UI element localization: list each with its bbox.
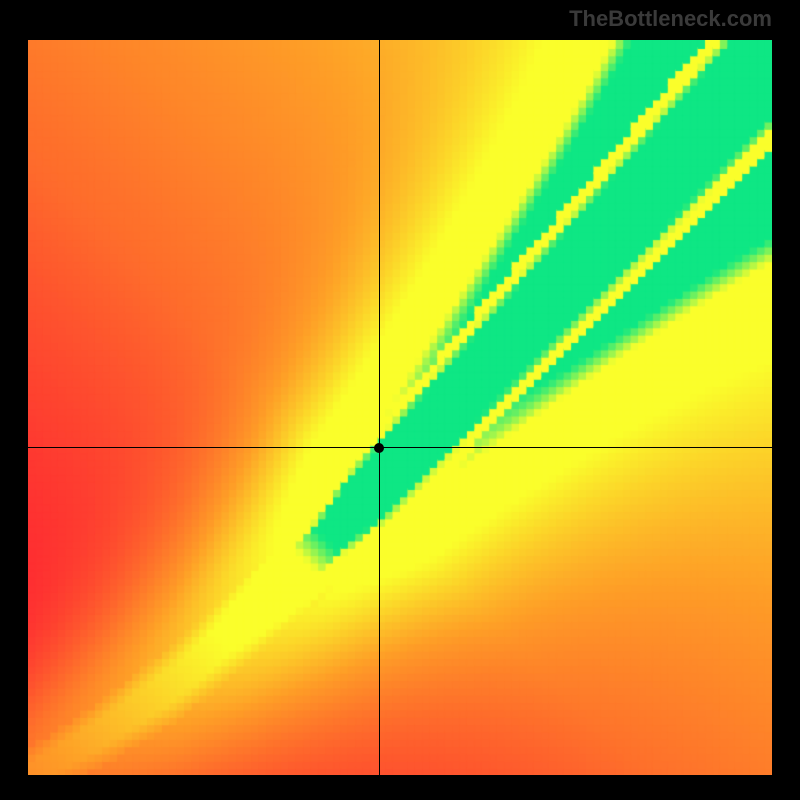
watermark-text: TheBottleneck.com (569, 6, 772, 32)
heatmap-plot-area (28, 40, 772, 775)
heatmap-canvas (28, 40, 772, 775)
crosshair-vertical (379, 40, 380, 775)
chart-container: { "watermark": { "text": "TheBottleneck.… (0, 0, 800, 800)
crosshair-horizontal (28, 447, 772, 448)
